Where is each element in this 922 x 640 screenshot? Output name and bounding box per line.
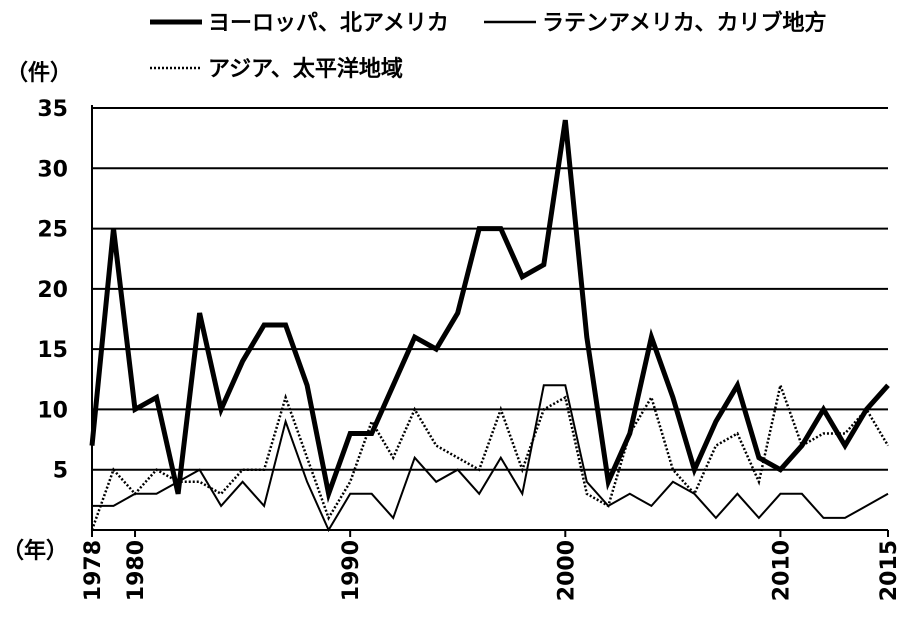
- series-line-dotted: [90, 380, 890, 531]
- x-tick-label-1978: 1978: [81, 540, 106, 601]
- y-tick-label-15: 15: [37, 338, 68, 363]
- y-axis-unit-label: （件）: [6, 61, 72, 86]
- series-line-thin-solid: [92, 384, 889, 533]
- x-tick-label-2015: 2015: [877, 540, 902, 601]
- legend-label-latin-america-caribbean: ラテンアメリカ、カリブ地方: [542, 10, 826, 36]
- series-line-thick-solid: [89, 119, 890, 504]
- y-tick-label-30: 30: [37, 157, 68, 182]
- x-tick-label-2000: 2000: [554, 540, 579, 601]
- x-axis-unit-label: （年）: [2, 538, 68, 564]
- y-tick-label-35: 35: [37, 97, 68, 122]
- legend-item-europe-north-america: ヨーロッパ、北アメリカ: [150, 11, 449, 36]
- y-tick-labels: 5 10 15 20 25 30 35: [37, 97, 68, 484]
- x-tick-label-2010: 2010: [769, 540, 794, 601]
- legend-label-asia-pacific: アジア、太平洋地域: [208, 56, 403, 82]
- gridlines: [92, 107, 888, 471]
- y-tick-label-5: 5: [53, 459, 68, 484]
- x-tick-label-1990: 1990: [339, 540, 364, 601]
- legend-item-latin-america-caribbean: ラテンアメリカ、カリブ地方: [484, 10, 826, 36]
- y-tick-label-20: 20: [37, 278, 68, 303]
- x-tick-labels: 1978 1980 1990 2000 2010 2015: [81, 530, 902, 601]
- legend-label-europe-north-america: ヨーロッパ、北アメリカ: [208, 11, 449, 36]
- y-tick-label-10: 10: [37, 398, 68, 423]
- y-tick-label-25: 25: [37, 218, 68, 243]
- legend-item-asia-pacific: アジア、太平洋地域: [150, 56, 403, 82]
- x-tick-label-1980: 1980: [124, 540, 149, 601]
- legend: ヨーロッパ、北アメリカ ラテンアメリカ、カリブ地方 アジア、太平洋地域: [150, 10, 826, 82]
- series-lines: [89, 119, 890, 533]
